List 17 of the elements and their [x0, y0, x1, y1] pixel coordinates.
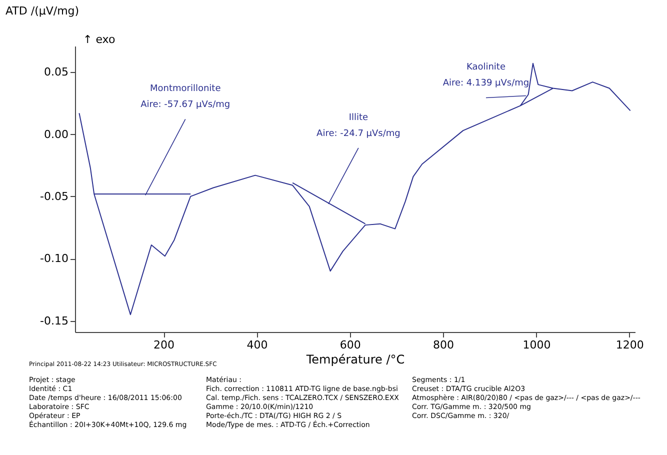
annotation: Montmorillonite Aire: -57.67 µVs/mg: [140, 84, 230, 110]
annotation: Illite Aire: -24.7 µVs/mg: [316, 112, 400, 139]
x-tick-label: 600: [340, 338, 361, 352]
y-axis-title: ATD /(µV/mg): [6, 4, 80, 18]
text: ↑ exo: [83, 33, 116, 46]
x-tick-label: 200: [154, 338, 175, 352]
x-tick-label: 800: [433, 338, 454, 352]
y-tick-label: 0.05: [44, 66, 68, 79]
x-axis-title: Température /°C: [305, 352, 405, 366]
y-tick-label: 0.00: [44, 128, 68, 141]
x-tick-label: 1000: [522, 338, 551, 352]
x-tick-label: 400: [246, 338, 268, 352]
y-tick-label: -0.10: [40, 252, 68, 266]
y-tick-label: -0.15: [40, 314, 68, 328]
x-tick-label: 1200: [616, 338, 644, 352]
annotation: Kaolinite Aire: 4.139 µVs/mg: [442, 62, 530, 89]
y-tick-label: -0.05: [40, 190, 68, 203]
